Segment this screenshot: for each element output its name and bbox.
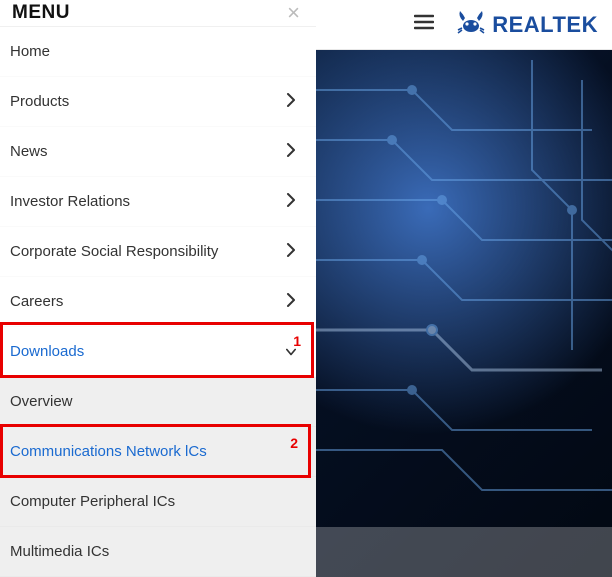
menu-item-label: Corporate Social Responsibility <box>10 243 218 260</box>
submenu-item-computer-peripheral-ics[interactable]: Computer Peripheral ICs <box>0 477 316 527</box>
menu-item-label: Careers <box>10 293 63 310</box>
menu-list: Home Products News Investor Relations Corpor… <box>0 27 316 577</box>
submenu-item-label: Communications Network lCs <box>10 443 207 460</box>
menu-header: MENU × <box>0 0 316 27</box>
chevron-right-icon <box>286 293 296 311</box>
hamburger-icon[interactable] <box>414 14 434 35</box>
menu-item-home[interactable]: Home <box>0 27 316 77</box>
submenu-item-label: Overview <box>10 393 73 410</box>
menu-title: MENU <box>12 2 70 24</box>
submenu-item-label: Computer Peripheral ICs <box>10 493 175 510</box>
menu-item-downloads[interactable]: Downloads <box>0 327 316 377</box>
close-icon[interactable]: × <box>287 0 300 26</box>
submenu-item-multimedia-ics[interactable]: Multimedia ICs <box>0 527 316 577</box>
menu-item-label: Home <box>10 43 50 60</box>
submenu-item-overview[interactable]: Overview <box>0 377 316 427</box>
submenu-downloads: Overview Communications Network lCs Comput… <box>0 377 316 577</box>
brand-name: REALTEK <box>492 12 598 38</box>
menu-item-label: Products <box>10 93 69 110</box>
chevron-right-icon <box>286 93 296 111</box>
crab-icon <box>456 9 486 40</box>
menu-item-products[interactable]: Products <box>0 77 316 127</box>
menu-item-news[interactable]: News <box>0 127 316 177</box>
submenu-item-label: Multimedia ICs <box>10 543 109 560</box>
menu-item-careers[interactable]: Careers <box>0 277 316 327</box>
chevron-right-icon <box>286 143 296 161</box>
menu-item-label: News <box>10 143 48 160</box>
menu-item-label: Investor Relations <box>10 193 130 210</box>
menu-item-corporate-social-responsibility[interactable]: Corporate Social Responsibility <box>0 227 316 277</box>
menu-panel: MENU × Home Products News Investor Relation… <box>0 0 316 577</box>
submenu-item-communications-network-lcs[interactable]: Communications Network lCs <box>0 427 316 477</box>
chevron-right-icon <box>286 193 296 211</box>
menu-item-investor-relations[interactable]: Investor Relations <box>0 177 316 227</box>
brand-logo[interactable]: REALTEK <box>456 9 598 40</box>
chevron-down-icon <box>286 343 296 360</box>
chevron-right-icon <box>286 243 296 261</box>
menu-item-label: Downloads <box>10 343 84 360</box>
